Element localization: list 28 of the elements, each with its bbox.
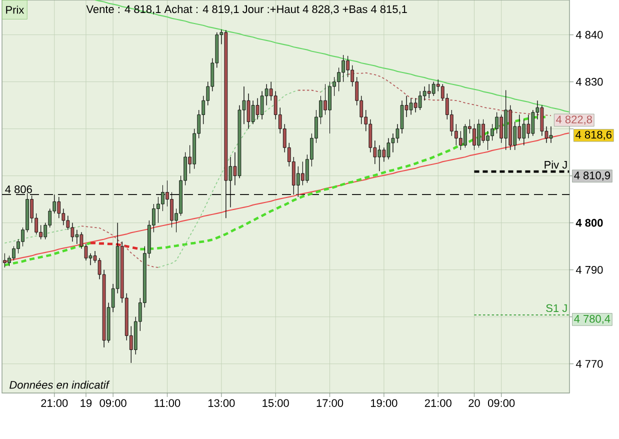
x-tick-label: 21:00: [424, 399, 452, 407]
series-label: Piv J: [544, 160, 567, 169]
x-tick-label: 15:00: [262, 399, 289, 407]
chart-subtitle: Vente : 4 818,1 Achat : 4 819,1 Jour :+Haut 4 828,3 +Bas 4 815,1: [86, 5, 407, 14]
annotation: Données en indicatif: [10, 380, 110, 389]
series-label: S1 J: [546, 304, 567, 312]
y-tick-label: 4 840: [576, 30, 603, 39]
line-series: [158, 90, 299, 268]
ref-line-label: 4 806: [5, 185, 32, 194]
y-tick-label: 4 790: [576, 266, 603, 274]
text: 4 818,6: [576, 130, 612, 140]
x-tick-label: 09:00: [488, 399, 515, 407]
data-label: 4 822,8: [556, 116, 592, 125]
y-tick-label: 4 830: [576, 78, 603, 86]
x-tick-label: 19:00: [371, 399, 398, 407]
y-tick-label: 4 770: [576, 360, 603, 368]
x-tick-label: 09:00: [100, 399, 126, 407]
data-label: 4 810,9: [574, 172, 610, 181]
line-series: [320, 74, 348, 93]
x-tick-label: 19: [80, 399, 92, 407]
data-label: 4 780,4: [574, 314, 610, 324]
chart-title: Prix: [6, 6, 24, 14]
x-tick-label: 11:00: [154, 399, 180, 407]
x-tick-label: 21:00: [41, 399, 68, 407]
x-tick-label: 17:00: [316, 399, 344, 407]
y-tick-label: 4 800: [576, 218, 603, 227]
x-tick-label: 13:00: [208, 399, 235, 407]
x-tick-label: 20: [468, 399, 480, 407]
